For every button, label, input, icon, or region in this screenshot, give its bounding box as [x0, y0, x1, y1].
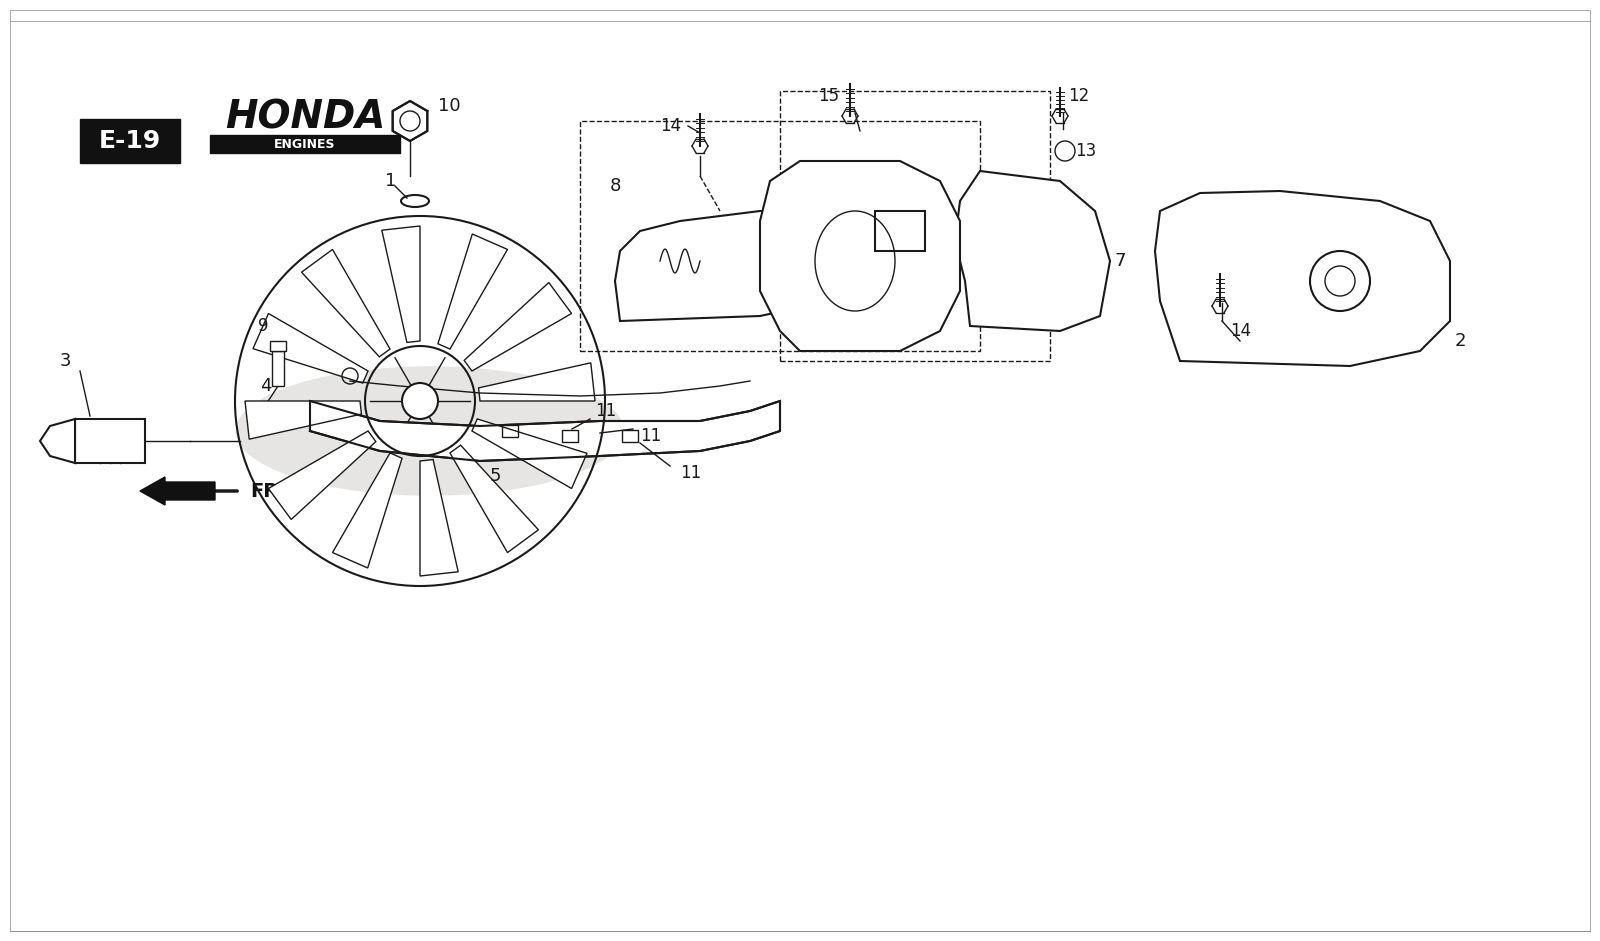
Text: 9: 9: [258, 317, 269, 335]
Polygon shape: [301, 249, 390, 357]
Text: 2: 2: [1454, 332, 1467, 350]
Polygon shape: [392, 101, 427, 141]
Polygon shape: [472, 419, 587, 488]
Text: 7: 7: [1115, 252, 1126, 270]
Bar: [622, 430, 638, 442]
Circle shape: [1325, 266, 1355, 296]
Text: 10: 10: [438, 97, 461, 115]
Bar: [875, 211, 925, 251]
Polygon shape: [614, 211, 880, 321]
Polygon shape: [438, 234, 507, 349]
Text: FR.: FR.: [250, 482, 286, 501]
Text: 11: 11: [595, 402, 616, 420]
Circle shape: [402, 383, 438, 419]
Text: 14: 14: [661, 117, 682, 135]
Polygon shape: [450, 445, 539, 552]
Text: 6: 6: [925, 212, 936, 230]
Text: 11: 11: [640, 427, 661, 445]
Bar: [272, 351, 285, 386]
Polygon shape: [253, 313, 368, 383]
Polygon shape: [310, 401, 781, 461]
Polygon shape: [40, 419, 75, 463]
Polygon shape: [333, 453, 402, 568]
Bar: [75, 419, 146, 463]
Text: 12: 12: [1069, 87, 1090, 105]
Text: 11: 11: [680, 464, 701, 482]
Text: 14: 14: [1230, 322, 1251, 340]
Polygon shape: [1155, 191, 1450, 366]
Text: ENGINES: ENGINES: [274, 137, 336, 151]
Text: 5: 5: [490, 467, 501, 485]
Text: E-19: E-19: [99, 129, 162, 153]
Polygon shape: [760, 161, 960, 351]
Bar: [502, 425, 518, 437]
Text: 3: 3: [61, 352, 72, 370]
Bar: [562, 430, 578, 442]
Bar: [210, 135, 400, 153]
Text: 1: 1: [386, 172, 397, 190]
Text: 8: 8: [610, 177, 621, 195]
Polygon shape: [382, 226, 419, 343]
Bar: [270, 341, 286, 351]
Text: 13: 13: [1075, 142, 1096, 160]
Bar: [579, 121, 979, 351]
Polygon shape: [478, 363, 595, 401]
Polygon shape: [245, 401, 362, 439]
Text: 15: 15: [818, 87, 838, 105]
Polygon shape: [464, 282, 571, 371]
Polygon shape: [955, 171, 1110, 331]
Ellipse shape: [235, 366, 624, 496]
Text: HONDA: HONDA: [226, 98, 386, 136]
Circle shape: [1310, 251, 1370, 311]
Polygon shape: [419, 459, 458, 576]
Bar: [80, 119, 179, 163]
Polygon shape: [269, 431, 376, 519]
Text: 4: 4: [259, 377, 272, 395]
FancyArrow shape: [141, 477, 214, 505]
Bar: [781, 91, 1050, 361]
